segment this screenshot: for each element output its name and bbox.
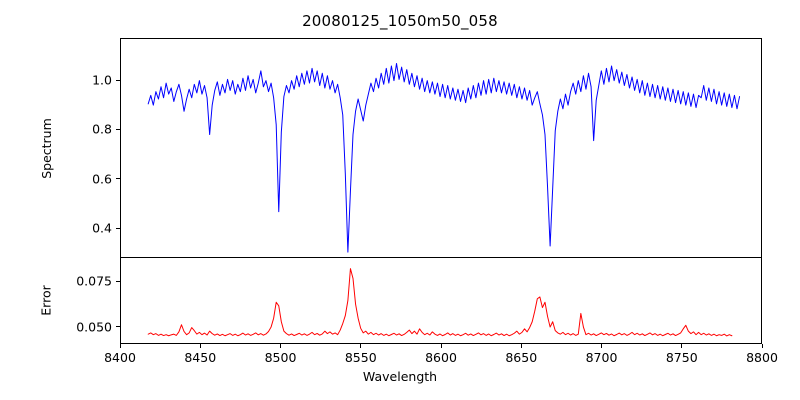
x-tickmark <box>440 344 442 348</box>
error-y-tick-label: 0.075 <box>76 273 112 289</box>
x-tickmark <box>520 344 522 348</box>
spectrum-panel <box>120 38 762 258</box>
x-tick-label: 8750 <box>665 350 698 365</box>
x-tick-label: 8650 <box>505 350 538 365</box>
x-tickmark <box>199 344 201 348</box>
x-tick-label: 8700 <box>585 350 618 365</box>
error-y-tick-label: 0.050 <box>76 319 112 335</box>
figure-title: 20080125_1050m50_058 <box>302 12 498 30</box>
x-tickmark <box>119 344 121 348</box>
x-tickmark <box>761 344 763 348</box>
x-tick-label: 8500 <box>264 350 297 365</box>
x-tick-label: 8800 <box>746 350 778 365</box>
error-panel <box>120 257 762 344</box>
x-tick-label: 8450 <box>184 350 217 365</box>
error-plot-area <box>147 268 733 337</box>
x-tick-label: 8550 <box>344 350 377 365</box>
spectrum-y-tickmark <box>116 178 120 180</box>
spectrum-y-tickmark <box>116 79 120 81</box>
x-tick-label: 8600 <box>425 350 457 365</box>
spectrum-y-tickmark <box>116 128 120 131</box>
spectrum-y-tick-label: 0.8 <box>92 121 112 137</box>
spectrum-y-tick-label: 1.0 <box>92 72 112 88</box>
x-axis-label: Wavelength <box>362 369 438 384</box>
spectrum-y-tickmark <box>116 227 120 229</box>
x-tickmark <box>601 344 603 348</box>
error-y-tickmark <box>116 280 120 283</box>
error-y-axis-label: Error <box>38 285 54 316</box>
spectrum-plot-area <box>147 62 741 253</box>
spectrum-y-tick-label: 0.6 <box>92 171 112 187</box>
error-line <box>147 268 733 337</box>
error-y-tickmark <box>116 326 120 328</box>
spectrum-y-axis-label: Spectrum <box>38 117 54 179</box>
x-tick-label: 8400 <box>104 350 136 365</box>
x-tickmark <box>681 344 683 348</box>
spectrum-y-tick-label: 0.4 <box>92 220 112 236</box>
x-tickmark <box>360 344 362 348</box>
spectrum-line <box>147 62 741 253</box>
x-tickmark <box>280 344 282 348</box>
